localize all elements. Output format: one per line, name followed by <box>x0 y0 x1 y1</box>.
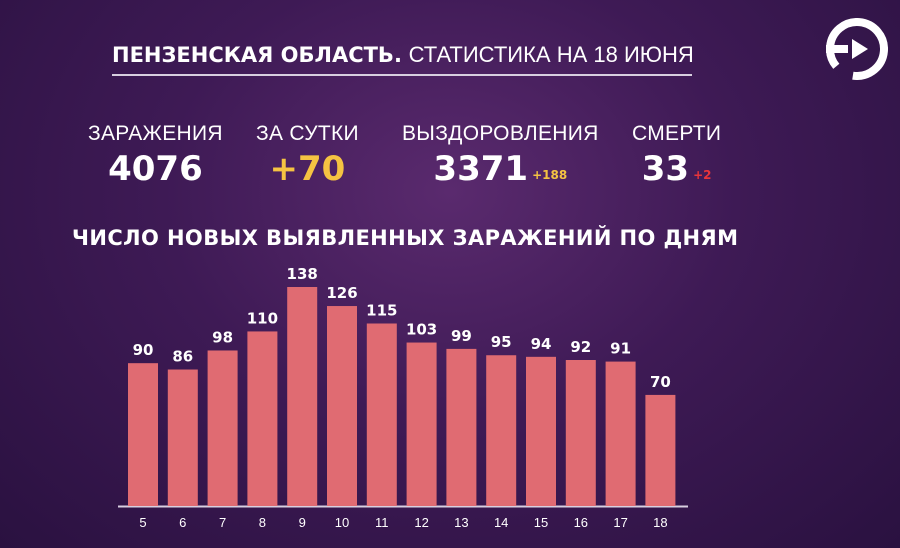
stat-infections: ЗАРАЖЕНИЯ 4076 <box>88 122 223 190</box>
stat-deaths: СМЕРТИ 33 +2 <box>632 122 721 190</box>
x-tick-label-5: 5 <box>139 515 146 530</box>
x-tick-label-9: 9 <box>299 515 306 530</box>
x-tick-label-18: 18 <box>653 515 667 530</box>
stats-date: СТАТИСТИКА НА 18 ИЮНЯ <box>408 42 694 67</box>
data-label-day-17: 91 <box>610 340 631 358</box>
stat-deaths-number: 33 <box>641 149 690 189</box>
bar-day-12 <box>406 342 437 506</box>
data-label-day-6: 86 <box>172 348 193 366</box>
data-label-day-8: 110 <box>247 309 278 327</box>
bar-day-16 <box>565 360 596 506</box>
stat-infections-value: 4076 <box>88 148 223 190</box>
stat-recoveries-label: ВЫЗДОРОВЛЕНИЯ <box>402 122 599 145</box>
chart-title: ЧИСЛО НОВЫХ ВЫЯВЛЕННЫХ ЗАРАЖЕНИЙ ПО ДНЯМ <box>72 226 739 250</box>
x-tick-label-8: 8 <box>259 515 266 530</box>
stat-recoveries-number: 3371 <box>433 149 529 189</box>
x-tick-label-11: 11 <box>375 515 389 530</box>
stat-recoveries-delta: +188 <box>532 168 568 182</box>
region-name: ПЕНЗЕНСКАЯ ОБЛАСТЬ. <box>112 43 402 67</box>
data-label-day-14: 95 <box>491 333 512 351</box>
play-circle-icon <box>826 18 888 80</box>
bar-day-10 <box>327 306 357 506</box>
data-label-day-13: 99 <box>451 327 472 345</box>
data-label-day-12: 103 <box>406 321 437 339</box>
stat-daily-label: ЗА СУТКИ <box>256 122 359 145</box>
stat-deaths-delta: +2 <box>693 168 712 182</box>
data-label-day-10: 126 <box>326 284 357 302</box>
data-label-day-7: 98 <box>212 328 233 346</box>
bar-day-11 <box>366 323 397 506</box>
bar-day-14 <box>486 355 517 506</box>
data-label-day-5: 90 <box>133 341 154 359</box>
stat-daily-number: +70 <box>269 149 346 189</box>
x-tick-label-10: 10 <box>335 515 349 530</box>
x-tick-label-17: 17 <box>613 515 627 530</box>
bar-day-9 <box>287 287 318 506</box>
x-tick-label-16: 16 <box>574 515 588 530</box>
x-tick-label-12: 12 <box>414 515 428 530</box>
data-label-day-9: 138 <box>287 265 318 283</box>
data-label-day-18: 70 <box>650 373 671 391</box>
bar-day-6 <box>167 369 198 506</box>
stat-daily: ЗА СУТКИ +70 <box>256 122 359 190</box>
bar-day-7 <box>207 350 238 506</box>
x-tick-label-6: 6 <box>179 515 186 530</box>
bar-day-8 <box>247 331 278 506</box>
x-tick-label-13: 13 <box>454 515 468 530</box>
data-label-day-11: 115 <box>366 302 397 320</box>
bar-day-15 <box>526 356 556 506</box>
stat-recoveries: ВЫЗДОРОВЛЕНИЯ 3371 +188 <box>402 122 599 190</box>
stat-infections-label: ЗАРАЖЕНИЯ <box>88 122 223 145</box>
bar-day-17 <box>605 361 636 506</box>
stat-daily-value: +70 <box>256 148 359 190</box>
data-label-day-15: 94 <box>531 335 552 353</box>
stat-recoveries-value: 3371 +188 <box>402 148 599 190</box>
bar-day-5 <box>128 363 158 506</box>
bar-day-13 <box>446 348 477 506</box>
x-tick-label-15: 15 <box>534 515 548 530</box>
stat-infections-number: 4076 <box>108 149 203 189</box>
x-tick-label-7: 7 <box>219 515 226 530</box>
header-title: ПЕНЗЕНСКАЯ ОБЛАСТЬ. СТАТИСТИКА НА 18 ИЮН… <box>112 42 694 76</box>
data-label-day-16: 92 <box>570 338 591 356</box>
x-tick-label-14: 14 <box>494 515 508 530</box>
stat-deaths-label: СМЕРТИ <box>632 122 722 145</box>
stat-deaths-value: 33 +2 <box>632 148 721 190</box>
bar-day-18 <box>645 394 676 506</box>
